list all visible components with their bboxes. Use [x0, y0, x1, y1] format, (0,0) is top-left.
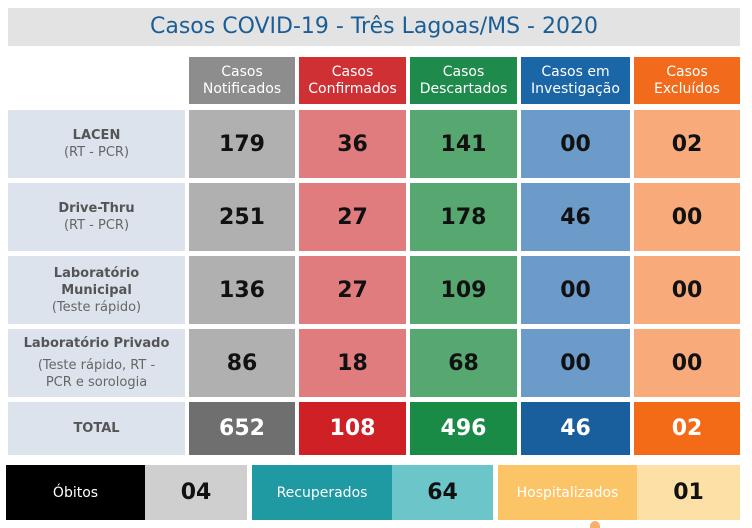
- cell-privado-investigacao: 00: [521, 329, 630, 397]
- row-label-name-line2: Municipal: [61, 282, 132, 298]
- row-label-sub: (Teste rápido): [51, 299, 142, 315]
- cell-drive-thru-notificados: 251: [189, 183, 295, 251]
- cell-municipal-excluidos: 00: [634, 256, 740, 324]
- row-label-sub: (RT - PCR): [63, 218, 130, 233]
- header-descartados-line1: Casos: [442, 63, 485, 80]
- cell-municipal-investigacao: 00: [521, 256, 630, 324]
- header-excluidos-line2: Excluídos: [654, 80, 720, 97]
- header-descartados-line2: Descartados: [419, 80, 508, 97]
- cell-drive-thru-descartados: 178: [410, 183, 517, 251]
- row-label-name: Drive-Thru: [58, 201, 135, 216]
- header-notificados: Casos Notificados: [189, 57, 295, 104]
- cell-lacen-descartados: 141: [410, 110, 517, 178]
- header-excluidos-line1: Casos: [666, 63, 708, 80]
- recuperados-value: 64: [392, 465, 493, 520]
- header-confirmados: Casos Confirmados: [299, 57, 406, 104]
- header-confirmados-line1: Casos: [331, 63, 374, 80]
- header-notificados-line1: Casos: [221, 63, 263, 80]
- recuperados-label: Recuperados: [252, 465, 392, 520]
- cell-privado-confirmados: 18: [299, 329, 406, 397]
- header-confirmados-line2: Confirmados: [308, 80, 397, 97]
- total-descartados: 496: [410, 402, 517, 455]
- row-label-laboratorio-privado: Laboratório Privado (Teste rápido, RT - …: [8, 329, 185, 397]
- header-excluidos: Casos Excluídos: [634, 57, 740, 104]
- page-title: Casos COVID-19 - Três Lagoas/MS - 2020: [8, 8, 740, 46]
- row-label-drive-thru: Drive-Thru (RT - PCR): [8, 183, 185, 251]
- obitos-value: 04: [145, 465, 247, 520]
- row-label-lacen: LACEN (RT - PCR): [8, 110, 185, 178]
- header-investigacao-line2: Investigação: [531, 80, 620, 97]
- cell-lacen-confirmados: 36: [299, 110, 406, 178]
- header-investigacao: Casos em Investigação: [521, 57, 630, 104]
- row-label-name-line1: Laboratório: [53, 265, 140, 281]
- row-label-sub-line2: PCR e sorologia: [45, 375, 148, 390]
- row-label-sub: (RT - PCR): [63, 145, 130, 160]
- cell-lacen-excluidos: 02: [634, 110, 740, 178]
- hospitalizados-label: Hospitalizados: [498, 465, 637, 520]
- row-label-sub-line1: (Teste rápido, RT -: [37, 358, 156, 373]
- header-investigacao-line1: Casos em: [541, 63, 610, 80]
- cell-drive-thru-excluidos: 00: [634, 183, 740, 251]
- cell-municipal-confirmados: 27: [299, 256, 406, 324]
- cell-privado-excluidos: 00: [634, 329, 740, 397]
- total-investigacao: 46: [521, 402, 630, 455]
- cell-municipal-descartados: 109: [410, 256, 517, 324]
- cell-privado-descartados: 68: [410, 329, 517, 397]
- decorative-mark: [590, 521, 600, 528]
- cell-drive-thru-confirmados: 27: [299, 183, 406, 251]
- hospitalizados-value: 01: [637, 465, 740, 520]
- cell-lacen-investigacao: 00: [521, 110, 630, 178]
- total-excluidos: 02: [634, 402, 740, 455]
- cell-privado-notificados: 86: [189, 329, 295, 397]
- cell-lacen-notificados: 179: [189, 110, 295, 178]
- header-descartados: Casos Descartados: [410, 57, 517, 104]
- cell-drive-thru-investigacao: 46: [521, 183, 630, 251]
- row-label-name: Laboratório Privado: [23, 336, 170, 351]
- row-label-total: TOTAL: [8, 402, 185, 455]
- header-notificados-line2: Notificados: [202, 80, 282, 97]
- obitos-label: Óbitos: [6, 465, 145, 520]
- total-confirmados: 108: [299, 402, 406, 455]
- total-label: TOTAL: [73, 421, 120, 436]
- cell-municipal-notificados: 136: [189, 256, 295, 324]
- total-notificados: 652: [189, 402, 295, 455]
- row-label-laboratorio-municipal: Laboratório Municipal (Teste rápido): [8, 256, 185, 324]
- row-label-name: LACEN: [72, 128, 121, 143]
